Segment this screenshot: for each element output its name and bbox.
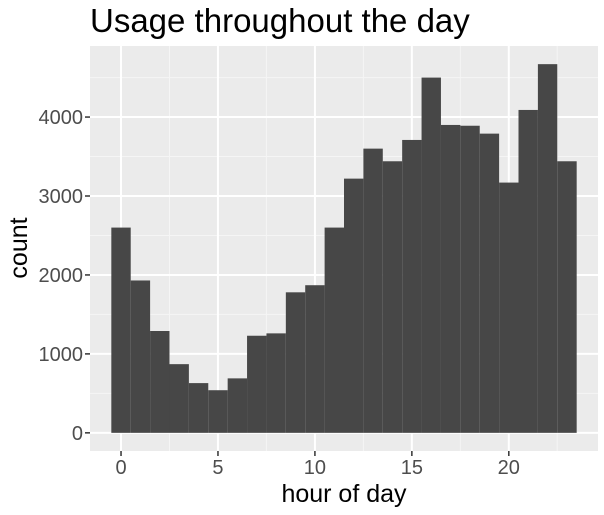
y-tick-label: 2000 <box>39 265 84 287</box>
histogram-bars <box>111 64 577 433</box>
bar-hour-23 <box>557 161 577 433</box>
bar-hour-18 <box>460 125 480 433</box>
bar-hour-21 <box>518 109 538 433</box>
bar-hour-15 <box>402 139 422 433</box>
x-tick-label: 10 <box>304 457 326 479</box>
bar-hour-12 <box>344 178 364 433</box>
bar-hour-3 <box>169 364 189 433</box>
y-tick-label: 4000 <box>39 107 84 129</box>
bar-hour-22 <box>537 64 558 433</box>
bar-hour-5 <box>208 390 228 433</box>
bar-hour-4 <box>188 383 209 433</box>
x-axis-ticks: 0 5 10 15 20 <box>115 451 520 479</box>
bar-hour-20 <box>499 182 519 433</box>
bar-hour-13 <box>363 148 383 433</box>
bar-hour-9 <box>285 292 306 433</box>
bar-hour-6 <box>227 378 248 433</box>
y-axis-title: count <box>5 217 33 278</box>
y-tick-label: 0 <box>72 423 83 445</box>
x-tick-label: 20 <box>498 457 520 479</box>
y-axis-ticks: 0 1000 2000 3000 4000 <box>39 107 90 445</box>
bar-hour-19 <box>479 133 500 433</box>
bar-hour-10 <box>305 285 325 433</box>
bar-hour-11 <box>324 227 344 433</box>
y-tick-label: 1000 <box>39 344 84 366</box>
bar-hour-17 <box>440 124 461 433</box>
bar-hour-1 <box>130 280 151 433</box>
bar-hour-7 <box>247 335 267 433</box>
bar-hour-8 <box>266 333 286 433</box>
x-tick-label: 15 <box>401 457 423 479</box>
bar-hour-2 <box>150 331 170 433</box>
bar-hour-0 <box>111 227 131 433</box>
x-tick-label: 0 <box>115 457 126 479</box>
bar-hour-16 <box>421 77 441 433</box>
x-tick-label: 5 <box>212 457 223 479</box>
y-tick-label: 3000 <box>39 186 84 208</box>
chart-title: Usage throughout the day <box>90 2 470 39</box>
x-axis-title: hour of day <box>281 480 407 508</box>
bar-hour-14 <box>382 161 403 433</box>
